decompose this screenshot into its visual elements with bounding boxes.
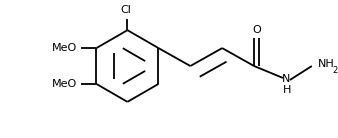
Text: H: H <box>283 85 291 95</box>
Text: MeO: MeO <box>52 79 77 89</box>
Text: MeO: MeO <box>52 43 77 53</box>
Text: Cl: Cl <box>120 5 131 15</box>
Text: NH: NH <box>318 59 335 69</box>
Text: N: N <box>282 74 290 84</box>
Text: O: O <box>253 25 261 35</box>
Text: 2: 2 <box>333 67 338 75</box>
